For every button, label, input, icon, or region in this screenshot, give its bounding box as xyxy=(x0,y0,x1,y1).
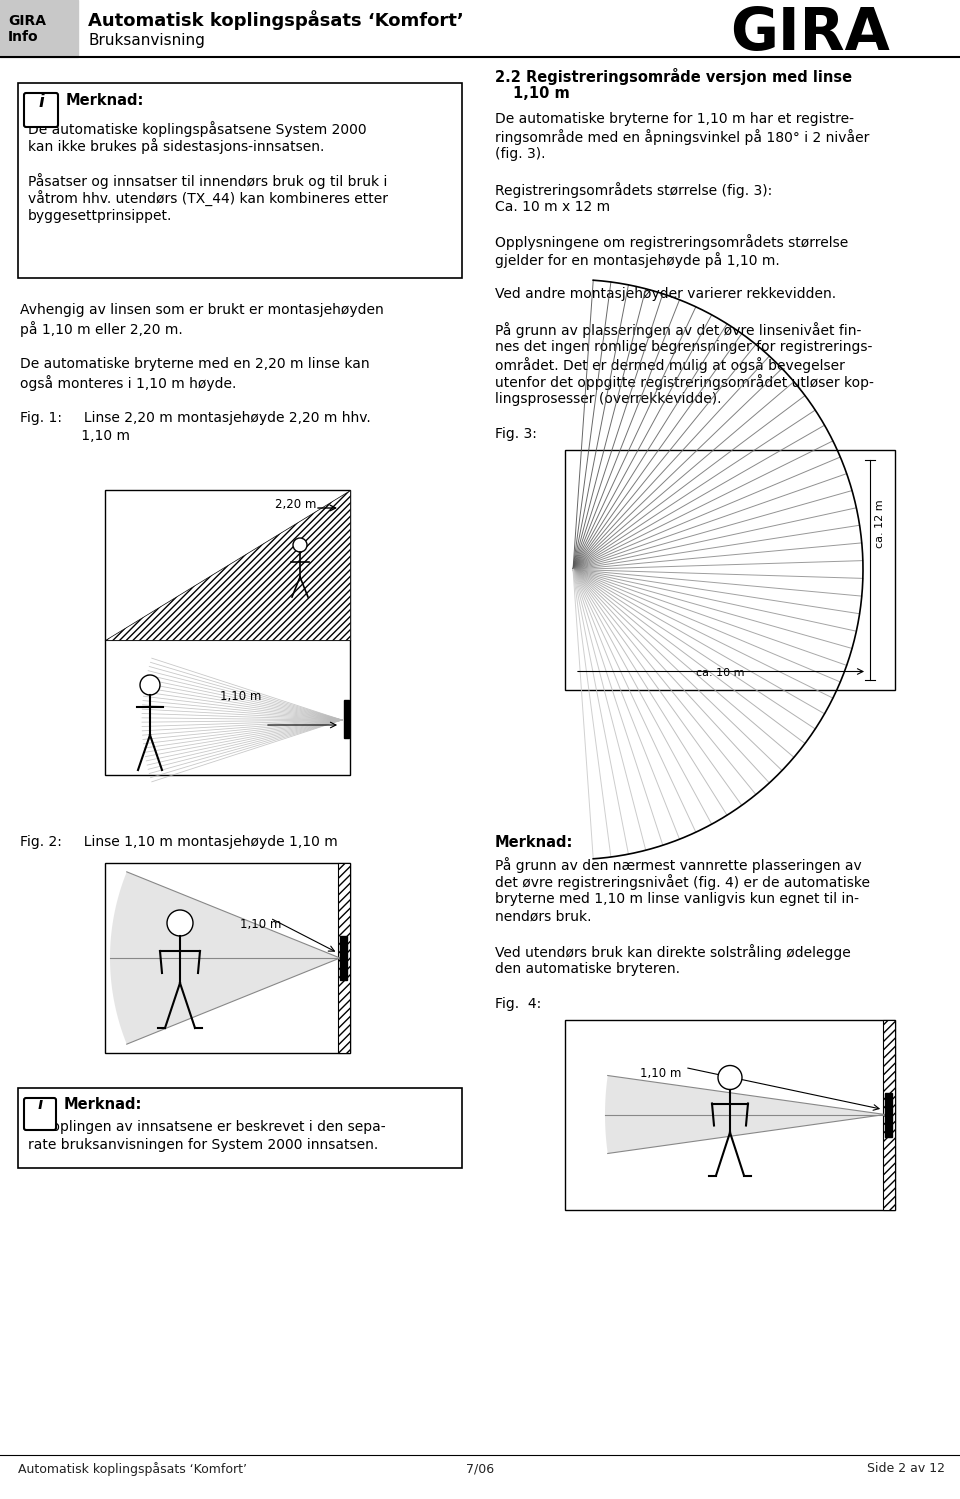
Text: Fig. 3:: Fig. 3: xyxy=(495,427,537,441)
Text: 1,10 m: 1,10 m xyxy=(240,917,281,931)
Text: utenfor det oppgitte registreringsområdet utløser kop-: utenfor det oppgitte registreringsområde… xyxy=(495,375,874,390)
Bar xyxy=(565,450,895,690)
Bar xyxy=(105,490,350,775)
FancyBboxPatch shape xyxy=(24,1097,56,1130)
Text: 2.2 Registreringsområde versjon med linse: 2.2 Registreringsområde versjon med lins… xyxy=(495,67,852,85)
Text: den automatiske bryteren.: den automatiske bryteren. xyxy=(495,962,680,976)
Text: Side 2 av 12: Side 2 av 12 xyxy=(867,1462,945,1475)
Bar xyxy=(18,1088,462,1168)
Text: På grunn av den nærmest vannrette plasseringen av: På grunn av den nærmest vannrette plasse… xyxy=(495,857,862,872)
Text: Automatisk koplingspåsats ‘Komfort’: Automatisk koplingspåsats ‘Komfort’ xyxy=(88,10,464,30)
Text: De automatiske bryterne med en 2,20 m linse kan: De automatiske bryterne med en 2,20 m li… xyxy=(20,357,370,370)
Text: (fig. 3).: (fig. 3). xyxy=(495,147,545,160)
Text: GIRA: GIRA xyxy=(8,13,46,28)
Text: gjelder for en montasjehøyde på 1,10 m.: gjelder for en montasjehøyde på 1,10 m. xyxy=(495,252,780,268)
Text: våtrom hhv. utendørs (TX_44) kan kombineres etter: våtrom hhv. utendørs (TX_44) kan kombine… xyxy=(28,190,388,207)
Text: på 1,10 m eller 2,20 m.: på 1,10 m eller 2,20 m. xyxy=(20,321,182,337)
Text: 1,10 m: 1,10 m xyxy=(20,429,130,444)
Text: Avhengig av linsen som er brukt er montasjehøyden: Avhengig av linsen som er brukt er monta… xyxy=(20,303,384,316)
Text: Opplysningene om registreringsområdets størrelse: Opplysningene om registreringsområdets s… xyxy=(495,234,849,250)
Text: ringsområde med en åpningsvinkel på 180° i 2 nivåer: ringsområde med en åpningsvinkel på 180°… xyxy=(495,129,870,145)
Text: Fig. 2:     Linse 1,10 m montasjehøyde 1,10 m: Fig. 2: Linse 1,10 m montasjehøyde 1,10 … xyxy=(20,835,338,848)
Circle shape xyxy=(140,675,160,696)
Bar xyxy=(344,700,349,738)
Text: Påsatser og innsatser til innendørs bruk og til bruk i: Påsatser og innsatser til innendørs bruk… xyxy=(28,174,388,189)
Polygon shape xyxy=(110,872,340,1045)
Text: det øvre registreringsnivået (fig. 4) er de automatiske: det øvre registreringsnivået (fig. 4) er… xyxy=(495,874,870,890)
Text: byggesettprinsippet.: byggesettprinsippet. xyxy=(28,208,173,222)
Bar xyxy=(883,1019,895,1210)
Text: nendørs bruk.: nendørs bruk. xyxy=(495,910,591,923)
Text: Merknad:: Merknad: xyxy=(66,93,144,108)
Text: rate bruksanvisningen for System 2000 innsatsen.: rate bruksanvisningen for System 2000 in… xyxy=(28,1138,378,1153)
Text: 1,10 m: 1,10 m xyxy=(220,690,261,703)
Text: Fig. 1:     Linse 2,20 m montasjehøyde 2,20 m hhv.: Fig. 1: Linse 2,20 m montasjehøyde 2,20 … xyxy=(20,411,371,426)
Text: også monteres i 1,10 m høyde.: også monteres i 1,10 m høyde. xyxy=(20,375,236,391)
Bar xyxy=(340,935,347,980)
Text: Ved utendørs bruk kan direkte solstråling ødelegge: Ved utendørs bruk kan direkte solstrålin… xyxy=(495,944,851,961)
Text: På grunn av plasseringen av det øvre linsenivået fin-: På grunn av plasseringen av det øvre lin… xyxy=(495,322,861,337)
Text: De automatiske koplingspåsatsene System 2000: De automatiske koplingspåsatsene System … xyxy=(28,121,367,136)
Text: GIRA: GIRA xyxy=(730,4,890,61)
Bar xyxy=(565,1019,895,1210)
Text: Automatisk koplingspåsats ‘Komfort’: Automatisk koplingspåsats ‘Komfort’ xyxy=(18,1462,247,1477)
Text: Fig.  4:: Fig. 4: xyxy=(495,997,541,1010)
Bar xyxy=(338,863,350,1052)
Polygon shape xyxy=(105,490,350,640)
FancyBboxPatch shape xyxy=(24,93,58,127)
Text: området. Det er dermed mulig at også bevegelser: området. Det er dermed mulig at også bev… xyxy=(495,357,845,373)
Polygon shape xyxy=(605,1075,885,1153)
Bar xyxy=(105,863,350,1052)
Text: Bruksanvisning: Bruksanvisning xyxy=(88,33,204,48)
Text: 2,20 m: 2,20 m xyxy=(275,498,317,511)
Circle shape xyxy=(718,1066,742,1090)
Text: ca. 12 m: ca. 12 m xyxy=(875,499,885,549)
Text: kan ikke brukes på sidestasjons-innsatsen.: kan ikke brukes på sidestasjons-innsatse… xyxy=(28,138,324,154)
Circle shape xyxy=(167,910,193,935)
Bar xyxy=(885,1093,892,1136)
Text: ca. 10 m: ca. 10 m xyxy=(696,667,744,678)
Circle shape xyxy=(293,538,307,552)
Text: Merknad:: Merknad: xyxy=(64,1097,142,1112)
Text: i: i xyxy=(38,93,44,111)
Text: De automatiske bryterne for 1,10 m har et registre-: De automatiske bryterne for 1,10 m har e… xyxy=(495,112,854,126)
Text: bryterne med 1,10 m linse vanligvis kun egnet til in-: bryterne med 1,10 m linse vanligvis kun … xyxy=(495,892,859,905)
Text: 1,10 m: 1,10 m xyxy=(513,85,569,100)
Text: Info: Info xyxy=(8,30,38,43)
Text: Merknad:: Merknad: xyxy=(495,835,573,850)
Text: Ved andre montasjehøyder varierer rekkevidden.: Ved andre montasjehøyder varierer rekkev… xyxy=(495,286,836,301)
Text: Tilkoplingen av innsatsene er beskrevet i den sepa-: Tilkoplingen av innsatsene er beskrevet … xyxy=(28,1120,386,1135)
Text: i: i xyxy=(37,1097,42,1112)
Text: Registreringsområdets størrelse (fig. 3):: Registreringsområdets størrelse (fig. 3)… xyxy=(495,181,772,198)
Bar xyxy=(18,82,462,277)
Text: 7/06: 7/06 xyxy=(466,1462,494,1475)
Text: 1,10 m: 1,10 m xyxy=(640,1067,682,1081)
Text: nes det ingen romlige begrensninger for registrerings-: nes det ingen romlige begrensninger for … xyxy=(495,339,873,354)
Text: Ca. 10 m x 12 m: Ca. 10 m x 12 m xyxy=(495,199,611,213)
Text: lingsprosesser (overrekkevidde).: lingsprosesser (overrekkevidde). xyxy=(495,393,722,406)
Bar xyxy=(0,0,78,57)
